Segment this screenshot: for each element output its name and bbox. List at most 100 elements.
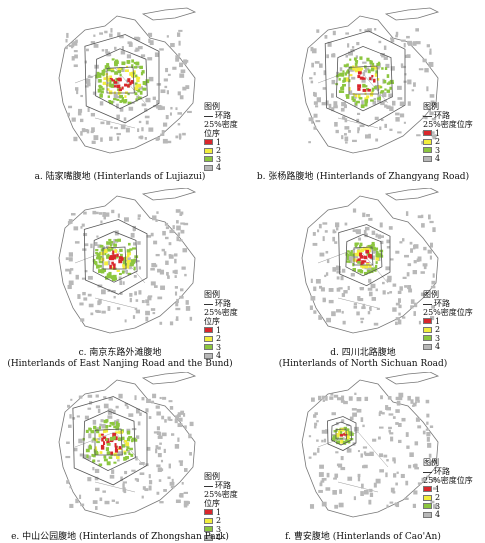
class-4-patch	[107, 415, 113, 419]
hinterland-patch	[110, 451, 114, 455]
class-4-patch	[362, 303, 365, 308]
class-4-patch	[172, 270, 176, 274]
class-4-patch	[166, 35, 169, 38]
class-4-patch	[108, 397, 113, 401]
class-4-patch	[90, 112, 96, 117]
class-4-patch	[405, 54, 408, 58]
class-4-patch	[314, 422, 318, 426]
class-4-patch	[325, 396, 328, 401]
class-4-patch	[326, 317, 332, 323]
class-4-patch	[362, 61, 367, 64]
hinterland-patch	[109, 76, 112, 80]
class-4-patch	[139, 412, 142, 416]
class-4-patch	[131, 469, 136, 472]
hinterland-patch	[362, 88, 367, 92]
class-4-patch	[154, 52, 159, 57]
hinterland-patch	[370, 67, 375, 72]
hinterland-patch	[346, 253, 350, 257]
hinterland-patch	[367, 69, 371, 74]
class-4-patch	[331, 53, 336, 58]
class-4-patch	[116, 103, 119, 109]
hinterland-patch	[355, 102, 358, 106]
class-4-patch	[341, 101, 346, 107]
inner-ring-road	[106, 66, 135, 94]
class-4-patch	[379, 453, 384, 458]
class-4-patch	[331, 412, 336, 416]
class-4-patch	[157, 446, 161, 450]
class-4-patch	[174, 253, 178, 257]
class-4-patch	[413, 302, 418, 308]
hinterland-patch	[107, 95, 110, 98]
hinterland-patch	[131, 64, 134, 69]
class-4-patch	[309, 305, 313, 310]
class-4-patch	[395, 396, 401, 401]
hinterland-patch	[98, 433, 102, 438]
class-4-patch	[111, 469, 115, 474]
hinterland-patch	[379, 91, 383, 94]
class-4-patch	[112, 409, 116, 415]
class-4-patch	[153, 264, 158, 268]
class-4-patch	[430, 285, 436, 289]
class-4-patch	[363, 229, 367, 235]
hinterland-patch	[92, 454, 96, 458]
class-4-patch	[318, 395, 322, 401]
hinterland-patch	[366, 246, 370, 250]
class-4-patch	[402, 276, 407, 279]
class-4-patch	[428, 61, 434, 67]
hinterland-patch	[112, 254, 117, 259]
legend-title: 图例	[204, 472, 220, 481]
panel-d: 图例 环路 25%密度位序 1 2 3 4 d. 四川北路腹地 (Hinterl…	[243, 188, 483, 369]
class-4-patch	[151, 400, 155, 404]
hinterland-patch	[133, 266, 136, 271]
outer-ring-road	[83, 219, 148, 295]
class-4-patch	[156, 99, 159, 104]
class-4-patch	[170, 43, 175, 48]
hinterland-patch	[346, 78, 349, 82]
hinterland-patch	[96, 256, 99, 260]
hinterland-patch	[126, 249, 131, 253]
class-4-patch	[315, 105, 319, 108]
class-4-patch	[386, 459, 389, 462]
hinterland-patch	[98, 463, 103, 467]
class-4-patch	[322, 399, 325, 402]
hinterland-patch	[346, 260, 351, 263]
hinterland-patch	[380, 90, 385, 93]
class-4-patch	[87, 394, 93, 398]
class-4-patch	[126, 405, 129, 409]
class-4-patch	[344, 222, 348, 226]
class-4-patch	[97, 300, 101, 306]
class-4-patch	[313, 91, 316, 97]
hinterland-patch	[100, 433, 104, 436]
hinterland-patch	[355, 69, 358, 73]
hinterland-patch	[135, 98, 138, 102]
hinterland-patch	[340, 431, 343, 434]
class-4-patch	[115, 405, 119, 409]
hinterland-patch	[377, 254, 381, 258]
hinterland-patch	[115, 256, 119, 259]
hinterland-patch	[352, 262, 355, 267]
hinterland-patch	[110, 83, 114, 88]
legend-swatch-3	[423, 503, 432, 510]
hinterland-patch	[93, 260, 97, 265]
class-4-patch	[134, 36, 139, 40]
class-4-patch	[379, 126, 382, 131]
class-4-patch	[172, 225, 175, 230]
class-4-patch	[395, 409, 400, 413]
class-4-patch	[68, 44, 73, 47]
class-4-patch	[181, 481, 184, 485]
class-4-patch	[315, 120, 321, 123]
hinterland-patch	[106, 255, 110, 259]
hinterland-patch	[348, 87, 351, 91]
class-4-patch	[134, 395, 137, 401]
hinterland-patch	[132, 437, 136, 441]
hinterland-patch	[134, 82, 138, 85]
class-4-patch	[374, 85, 380, 90]
class-4-patch	[386, 105, 391, 109]
hinterland-patch	[135, 61, 140, 65]
class-4-patch	[389, 291, 393, 294]
class-4-patch	[395, 317, 400, 321]
class-4-patch	[153, 240, 158, 245]
hinterland-patch	[94, 450, 99, 455]
class-4-patch	[412, 503, 417, 508]
hinterland-patch	[136, 78, 140, 83]
